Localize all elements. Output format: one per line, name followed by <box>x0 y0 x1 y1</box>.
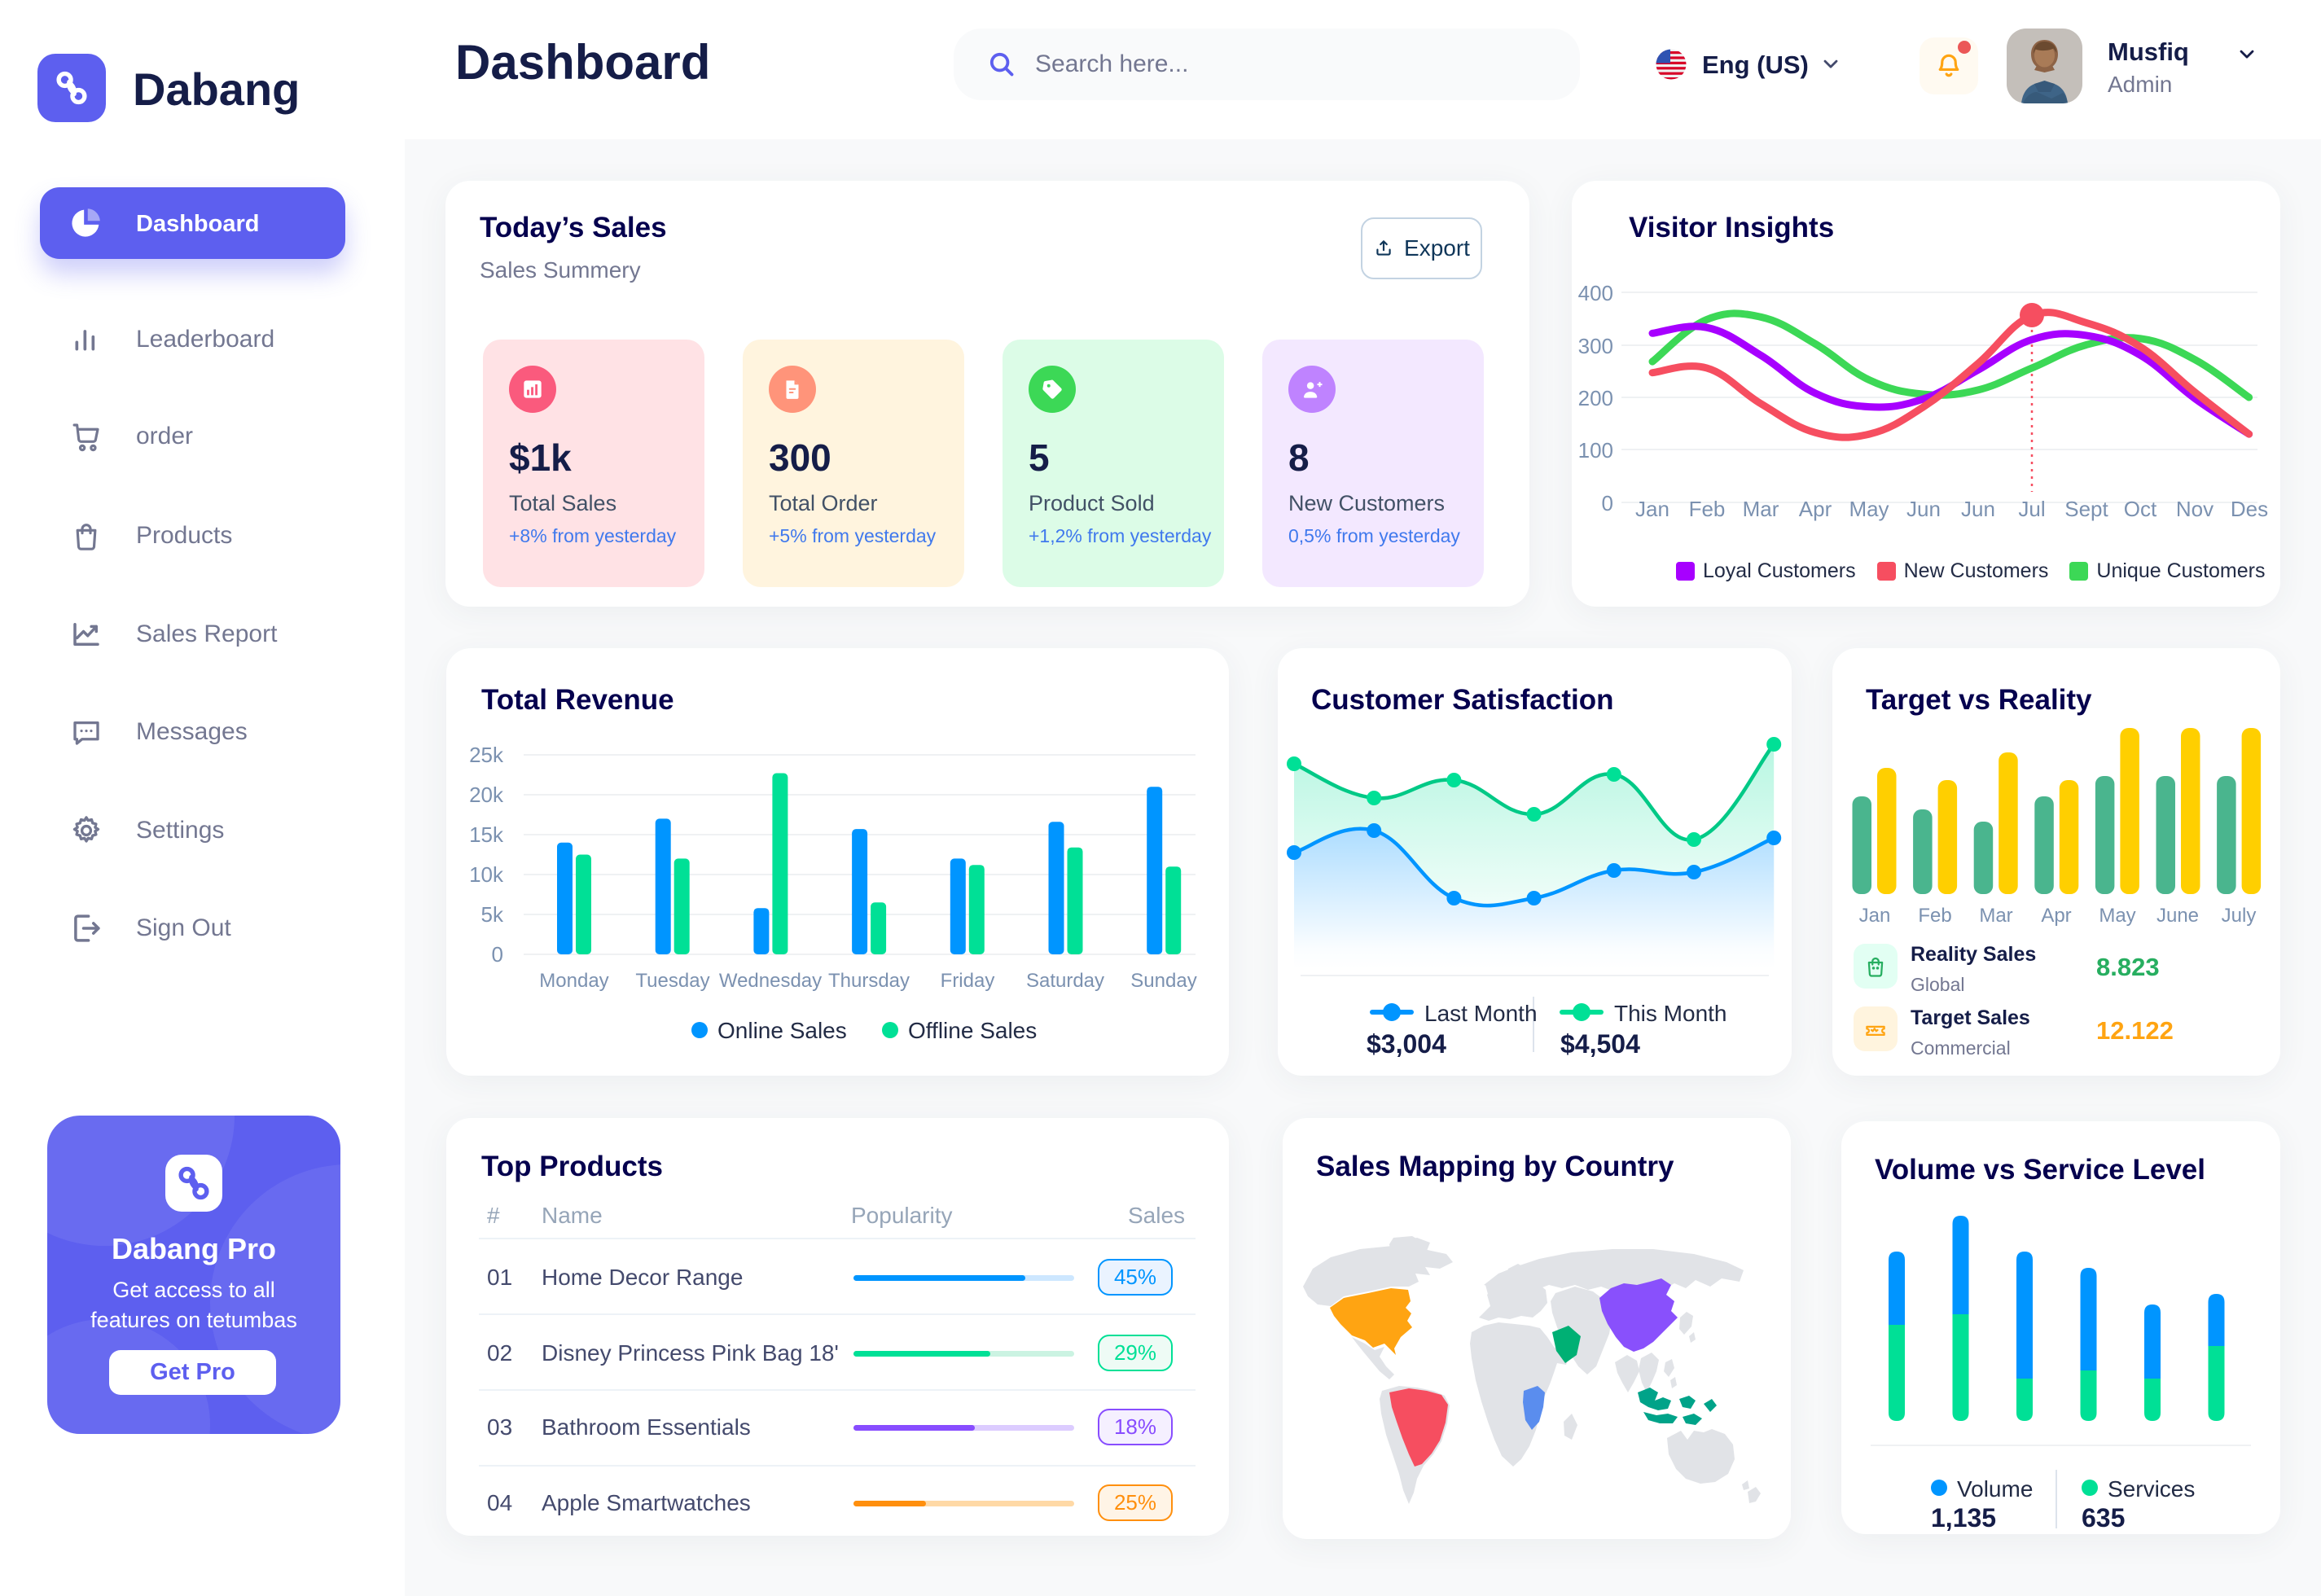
svg-text:Monday: Monday <box>539 970 608 992</box>
svg-text:Offline Sales: Offline Sales <box>908 1018 1037 1043</box>
svg-text:Jan: Jan <box>1859 905 1891 927</box>
svg-text:1,135: 1,135 <box>1931 1503 1996 1532</box>
svg-text:Nov: Nov <box>2176 497 2214 521</box>
svg-text:Services: Services <box>2108 1476 2195 1502</box>
svg-text:Online Sales: Online Sales <box>717 1018 847 1043</box>
svg-text:Feb: Feb <box>1689 497 1726 521</box>
svg-text:Tuesday: Tuesday <box>635 970 709 992</box>
svg-text:$4,504: $4,504 <box>1560 1029 1640 1059</box>
svg-text:25k: 25k <box>469 743 504 767</box>
svg-text:Apr: Apr <box>1799 497 1832 521</box>
svg-text:Thursday: Thursday <box>828 970 910 992</box>
svg-text:Oct: Oct <box>2124 497 2157 521</box>
svg-text:15k: 15k <box>469 822 504 847</box>
svg-text:Jun: Jun <box>1906 497 1941 521</box>
svg-text:Mar: Mar <box>1743 497 1779 521</box>
svg-text:Des: Des <box>2231 497 2268 521</box>
svg-text:Wednesday: Wednesday <box>719 970 822 992</box>
svg-text:Feb: Feb <box>1918 905 1951 927</box>
svg-text:Sunday: Sunday <box>1130 970 1196 992</box>
svg-text:May: May <box>2099 905 2135 927</box>
svg-text:Jun: Jun <box>1961 497 1995 521</box>
svg-text:June: June <box>2156 905 2199 927</box>
svg-text:Last Month: Last Month <box>1424 1001 1538 1026</box>
svg-text:10k: 10k <box>469 862 504 887</box>
svg-text:July: July <box>2222 905 2257 927</box>
svg-text:0: 0 <box>492 942 503 967</box>
svg-text:400: 400 <box>1578 281 1613 305</box>
svg-text:100: 100 <box>1578 438 1613 463</box>
svg-text:Saturday: Saturday <box>1026 970 1104 992</box>
svg-text:635: 635 <box>2082 1503 2125 1532</box>
svg-text:Apr: Apr <box>2041 905 2071 927</box>
svg-text:Friday: Friday <box>941 970 995 992</box>
svg-text:$3,004: $3,004 <box>1367 1029 1446 1059</box>
svg-text:May: May <box>1849 497 1889 521</box>
svg-text:This Month: This Month <box>1614 1001 1727 1026</box>
svg-text:Sept: Sept <box>2064 497 2108 521</box>
svg-text:300: 300 <box>1578 334 1613 358</box>
svg-text:5k: 5k <box>481 902 504 927</box>
svg-text:200: 200 <box>1578 386 1613 410</box>
svg-text:20k: 20k <box>469 783 504 807</box>
svg-text:Jul: Jul <box>2018 497 2045 521</box>
svg-text:Jan: Jan <box>1635 497 1669 521</box>
svg-text:Mar: Mar <box>1979 905 2012 927</box>
svg-text:Volume: Volume <box>1957 1476 2033 1502</box>
svg-text:0: 0 <box>1602 491 1613 515</box>
